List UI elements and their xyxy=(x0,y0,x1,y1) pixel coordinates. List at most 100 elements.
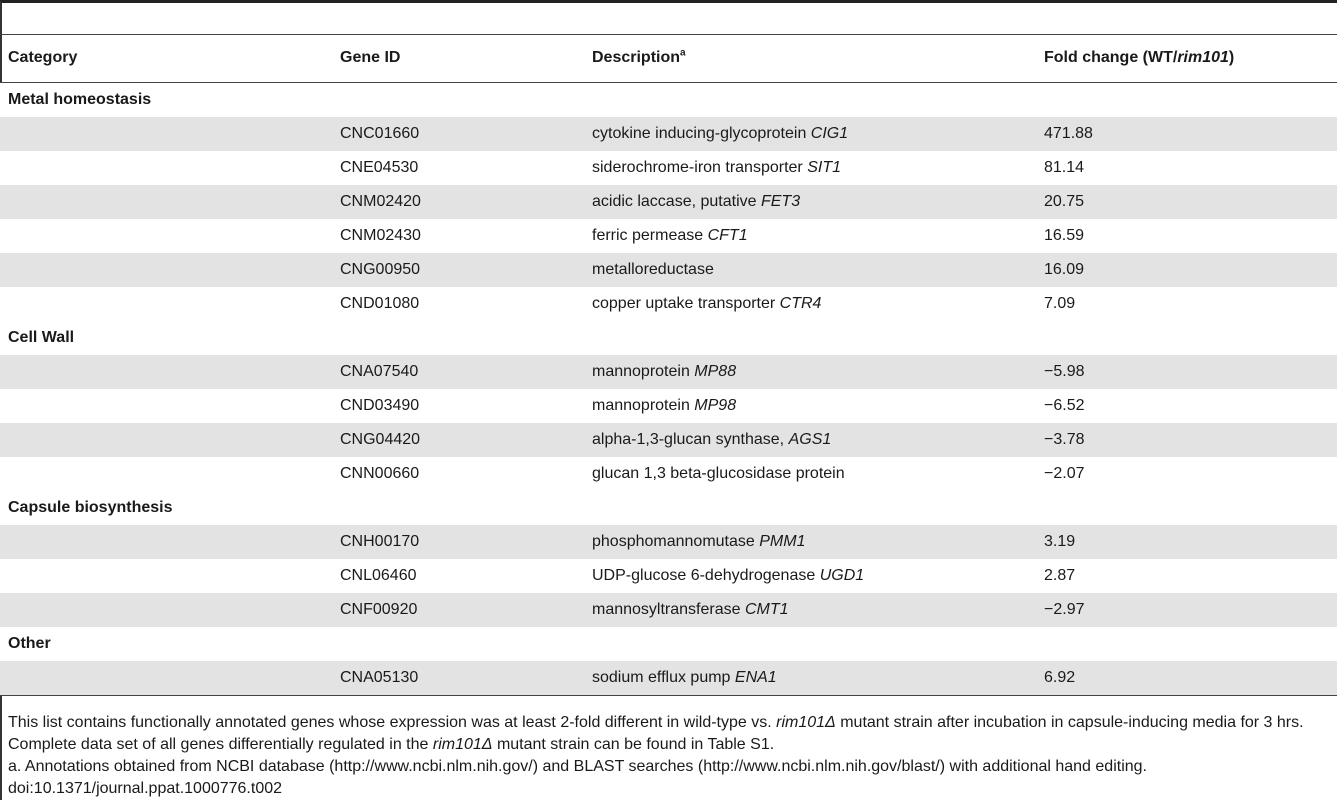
description-cell: UDP-glucose 6-dehydrogenase UGD1 xyxy=(584,559,1036,593)
fold-change-cell: 81.14 xyxy=(1036,151,1337,185)
category-cell xyxy=(0,423,332,457)
gene-id-cell: CNM02420 xyxy=(332,185,584,219)
category-label: Cell Wall xyxy=(0,321,1337,355)
gene-id-cell: CNE04530 xyxy=(332,151,584,185)
fold-change-cell: −6.52 xyxy=(1036,389,1337,423)
table-row: CNG04420 alpha-1,3-glucan synthase, AGS1 −… xyxy=(0,423,1337,457)
gene-symbol: CMT1 xyxy=(744,601,789,618)
description-cell: copper uptake transporter CTR4 xyxy=(584,287,1036,321)
fold-change-cell: 471.88 xyxy=(1036,117,1337,151)
description-text: cytokine inducing-glycoprotein xyxy=(592,125,811,142)
gene-symbol: CFT1 xyxy=(707,227,748,244)
description-cell: mannosyltransferase CMT1 xyxy=(584,593,1036,627)
gene-symbol: MP88 xyxy=(694,363,737,380)
gene-id-cell: CNH00170 xyxy=(332,525,584,559)
fold-change-cell: −3.78 xyxy=(1036,423,1337,457)
category-label: Metal homeostasis xyxy=(0,82,1337,117)
table-row: CNM02430 ferric permease CFT1 16.59 xyxy=(0,219,1337,253)
table-row: CNM02420 acidic laccase, putative FET3 20.… xyxy=(0,185,1337,219)
gene-id-cell: CNL06460 xyxy=(332,559,584,593)
description-text: mannoprotein xyxy=(592,397,695,414)
fold-change-cell: 20.75 xyxy=(1036,185,1337,219)
header-fold-pre: Fold change (WT/ xyxy=(1044,49,1178,66)
header-gene-id: Gene ID xyxy=(340,49,401,66)
table-row: CNA07540 mannoprotein MP88 −5.98 xyxy=(0,355,1337,389)
category-cell xyxy=(0,185,332,219)
fold-change-cell: 3.19 xyxy=(1036,525,1337,559)
table-row: CNE04530 siderochrome-iron transporter SI… xyxy=(0,151,1337,185)
gene-table-container: Category Gene ID Descriptiona Fold chang… xyxy=(0,34,1337,696)
category-cell xyxy=(0,219,332,253)
footer-note-italic-2: rim101Δ xyxy=(432,736,493,753)
category-cell xyxy=(0,287,332,321)
footer-note: This list contains functionally annotate… xyxy=(8,712,1334,756)
description-cell: mannoprotein MP98 xyxy=(584,389,1036,423)
gene-symbol: PMM1 xyxy=(759,533,806,550)
table-row: CNC01660 cytokine inducing-glycoprotein C… xyxy=(0,117,1337,151)
description-text: acidic laccase, putative xyxy=(592,193,761,210)
description-text: sodium efflux pump xyxy=(592,669,735,686)
table-row: CNL06460 UDP-glucose 6-dehydrogenase UGD1… xyxy=(0,559,1337,593)
category-row: Cell Wall xyxy=(0,321,1337,355)
table-row: CNF00920 mannosyltransferase CMT1 −2.97 xyxy=(0,593,1337,627)
footer-doi: doi:10.1371/journal.ppat.1000776.t002 xyxy=(8,780,283,797)
fold-change-cell: 2.87 xyxy=(1036,559,1337,593)
gene-symbol: MP98 xyxy=(694,397,737,414)
header-fold-italic: rim101 xyxy=(1177,49,1229,66)
category-row: Other xyxy=(0,627,1337,661)
description-cell: mannoprotein MP88 xyxy=(584,355,1036,389)
gene-symbol: SIT1 xyxy=(807,159,841,176)
description-cell: acidic laccase, putative FET3 xyxy=(584,185,1036,219)
footer-note-italic-1: rim101Δ xyxy=(776,714,836,731)
fold-change-cell: 6.92 xyxy=(1036,661,1337,696)
gene-id-cell: CNC01660 xyxy=(332,117,584,151)
fold-change-cell: −5.98 xyxy=(1036,355,1337,389)
gene-id-cell: CNM02430 xyxy=(332,219,584,253)
description-text: siderochrome-iron transporter xyxy=(592,159,808,176)
footer-note-part-c: mutant strain can be found in Table S1. xyxy=(492,736,775,753)
header-description-footnote-mark: a xyxy=(680,47,686,59)
description-text: UDP-glucose 6-dehydrogenase xyxy=(592,567,820,584)
description-cell: siderochrome-iron transporter SIT1 xyxy=(584,151,1036,185)
footer-annotation-note: a. Annotations obtained from NCBI databa… xyxy=(8,758,1147,775)
footer-note-part-b: mutant strain after incubation in capsul… xyxy=(8,714,1304,753)
description-cell: ferric permease CFT1 xyxy=(584,219,1036,253)
category-row: Metal homeostasis xyxy=(0,82,1337,117)
header-row: Category Gene ID Descriptiona Fold chang… xyxy=(0,34,1337,83)
gene-id-cell: CNA05130 xyxy=(332,661,584,696)
category-cell xyxy=(0,151,332,185)
gene-symbol: ENA1 xyxy=(734,669,777,686)
gene-symbol: UGD1 xyxy=(819,567,865,584)
gene-id-cell: CND03490 xyxy=(332,389,584,423)
description-text: alpha-1,3-glucan synthase, xyxy=(592,431,789,448)
gene-symbol: CTR4 xyxy=(779,295,822,312)
gene-id-cell: CNF00920 xyxy=(332,593,584,627)
table-row: CNH00170 phosphomannomutase PMM1 3.19 xyxy=(0,525,1337,559)
description-text: glucan 1,3 beta-glucosidase protein xyxy=(592,465,845,482)
fold-change-cell: 7.09 xyxy=(1036,287,1337,321)
table-row: CNA05130 sodium efflux pump ENA1 6.92 xyxy=(0,661,1337,696)
category-cell xyxy=(0,355,332,389)
category-label: Other xyxy=(0,627,1337,661)
gene-symbol: CIG1 xyxy=(810,125,849,142)
gene-symbol: AGS1 xyxy=(788,431,832,448)
category-cell xyxy=(0,661,332,696)
table-row: CNN00660 glucan 1,3 beta-glucosidase prot… xyxy=(0,457,1337,491)
gene-table: Category Gene ID Descriptiona Fold chang… xyxy=(0,34,1337,696)
table-row: CND03490 mannoprotein MP98 −6.52 xyxy=(0,389,1337,423)
fold-change-cell: −2.97 xyxy=(1036,593,1337,627)
category-cell xyxy=(0,525,332,559)
header-category: Category xyxy=(8,49,78,66)
description-text: copper uptake transporter xyxy=(592,295,780,312)
table-body: Metal homeostasis CNC01660 cytokine induci… xyxy=(0,82,1337,696)
category-cell xyxy=(0,559,332,593)
top-rule xyxy=(0,34,1337,35)
description-text: phosphomannomutase xyxy=(592,533,760,550)
gene-id-cell: CNN00660 xyxy=(332,457,584,491)
category-cell xyxy=(0,457,332,491)
description-text: mannosyltransferase xyxy=(592,601,745,618)
gene-id-cell: CNG04420 xyxy=(332,423,584,457)
category-row: Capsule biosynthesis xyxy=(0,491,1337,525)
description-cell: metalloreductase xyxy=(584,253,1036,287)
category-label: Capsule biosynthesis xyxy=(0,491,1337,525)
